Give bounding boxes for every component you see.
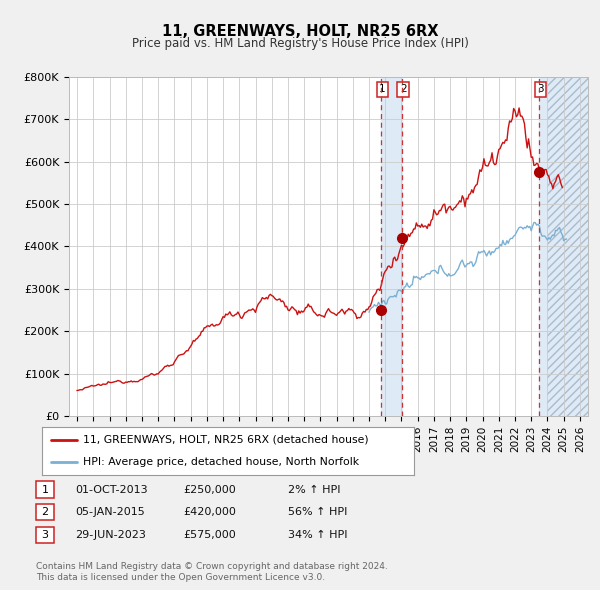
Text: 3: 3 bbox=[537, 84, 544, 94]
Text: 05-JAN-2015: 05-JAN-2015 bbox=[75, 507, 145, 517]
Text: 56% ↑ HPI: 56% ↑ HPI bbox=[288, 507, 347, 517]
Text: 3: 3 bbox=[41, 530, 49, 540]
Text: 34% ↑ HPI: 34% ↑ HPI bbox=[288, 530, 347, 540]
Bar bbox=[539, 77, 547, 416]
Text: 1: 1 bbox=[41, 485, 49, 494]
Text: Price paid vs. HM Land Registry's House Price Index (HPI): Price paid vs. HM Land Registry's House … bbox=[131, 37, 469, 50]
Text: Contains HM Land Registry data © Crown copyright and database right 2024.
This d: Contains HM Land Registry data © Crown c… bbox=[36, 562, 388, 582]
Text: 11, GREENWAYS, HOLT, NR25 6RX: 11, GREENWAYS, HOLT, NR25 6RX bbox=[162, 24, 438, 38]
Text: 1: 1 bbox=[379, 84, 386, 94]
Text: £250,000: £250,000 bbox=[183, 485, 236, 494]
Text: 2: 2 bbox=[400, 84, 406, 94]
Text: 2: 2 bbox=[41, 507, 49, 517]
Text: 29-JUN-2023: 29-JUN-2023 bbox=[75, 530, 146, 540]
Text: 11, GREENWAYS, HOLT, NR25 6RX (detached house): 11, GREENWAYS, HOLT, NR25 6RX (detached … bbox=[83, 435, 368, 445]
Text: HPI: Average price, detached house, North Norfolk: HPI: Average price, detached house, Nort… bbox=[83, 457, 359, 467]
Text: £420,000: £420,000 bbox=[183, 507, 236, 517]
Text: 2% ↑ HPI: 2% ↑ HPI bbox=[288, 485, 341, 494]
Bar bbox=[547, 77, 588, 416]
Bar bbox=[547, 77, 588, 416]
Bar bbox=[381, 77, 402, 416]
Text: £575,000: £575,000 bbox=[183, 530, 236, 540]
Text: 01-OCT-2013: 01-OCT-2013 bbox=[75, 485, 148, 494]
